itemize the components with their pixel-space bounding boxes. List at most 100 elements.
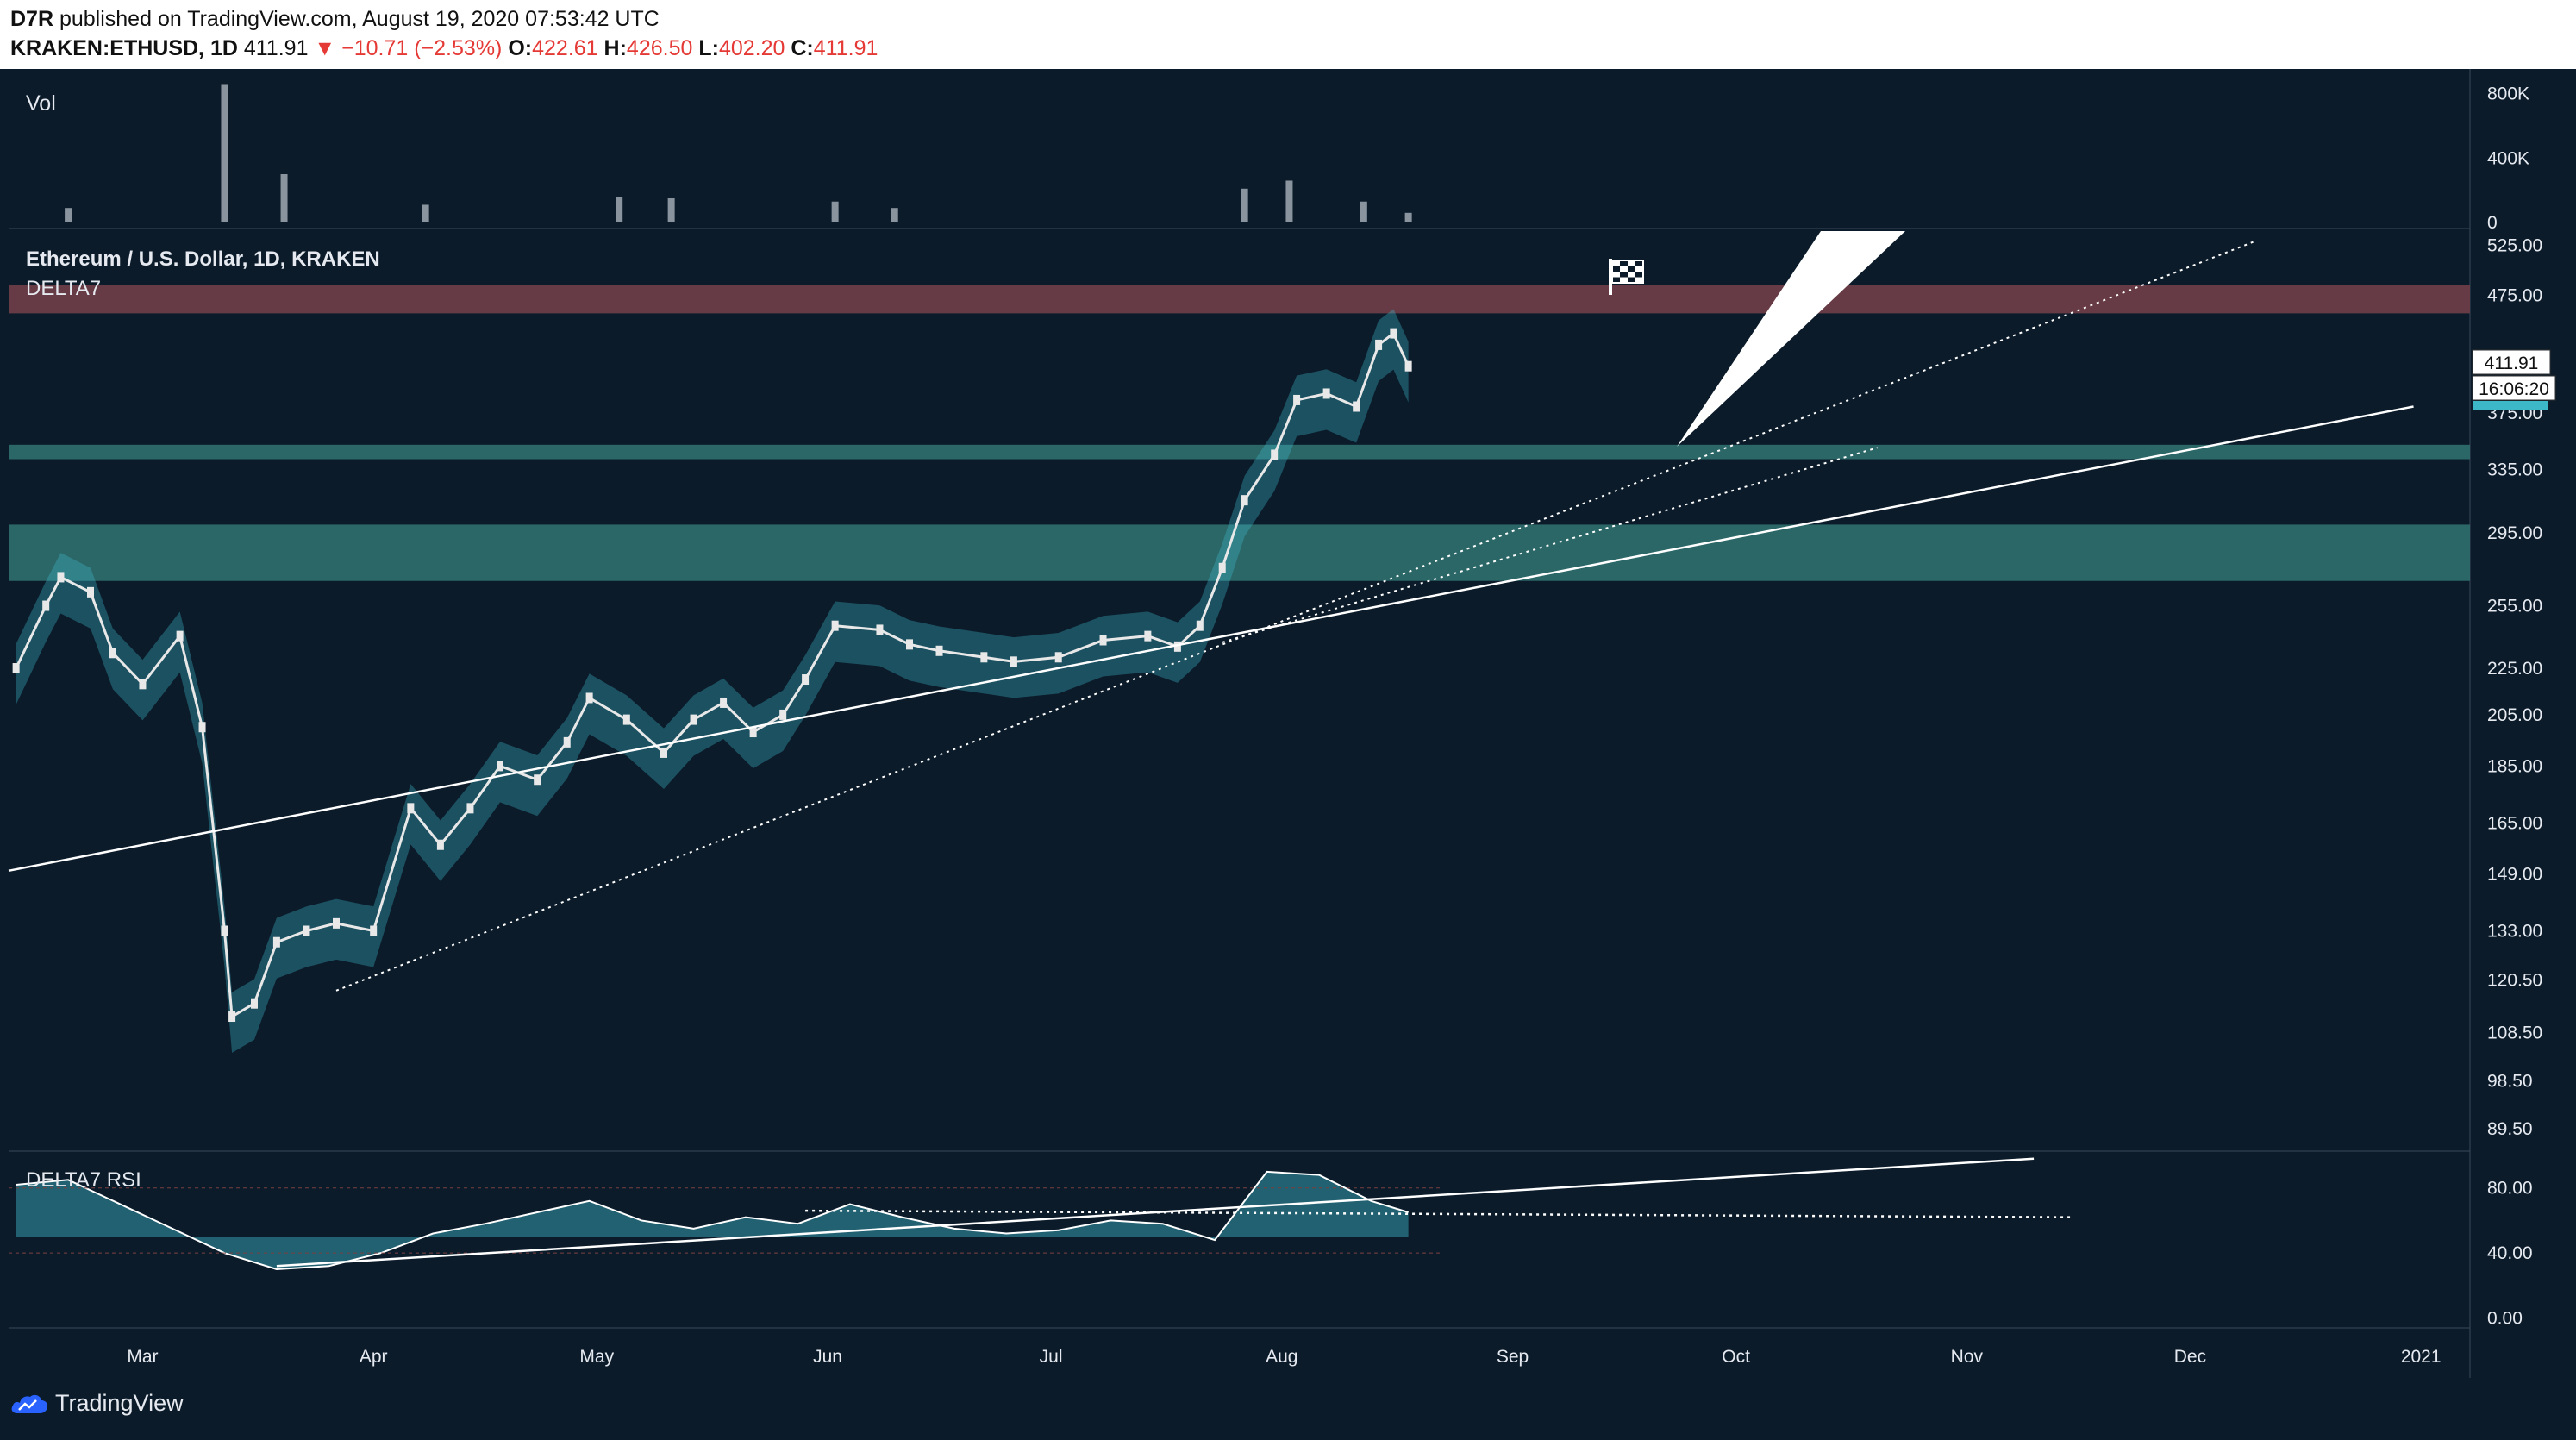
price-axis-tick: 149.00 <box>2487 865 2542 885</box>
price-candle <box>1353 401 1360 412</box>
price-axis-tick: 98.50 <box>2487 1071 2533 1091</box>
trendline-dotted-upper[interactable] <box>335 239 2258 992</box>
publish-text: published on TradingView.com, August 19,… <box>53 7 660 31</box>
zone-support-teal-upper <box>9 444 2470 460</box>
author-name[interactable]: D7R <box>10 7 54 31</box>
price-candle <box>228 1011 236 1023</box>
price-axis-tick: 133.00 <box>2487 921 2542 941</box>
tradingview-cloud-icon <box>11 1394 48 1413</box>
volume-bar <box>65 208 72 222</box>
price-candle <box>1241 495 1248 506</box>
price-candle <box>876 624 884 635</box>
rsi-axis-tick: 0.00 <box>2487 1309 2523 1329</box>
close-label: C: <box>791 36 814 60</box>
trendlines[interactable] <box>8 239 2414 1268</box>
price-candle <box>1218 562 1226 573</box>
time-axis-tick: Jun <box>813 1347 842 1367</box>
rsi-axis-tick: 80.00 <box>2487 1179 2533 1199</box>
time-axis[interactable]: Mar Apr May Jun Jul Aug Sep Oct Nov Dec 2021 <box>127 1347 2441 1367</box>
price-candle <box>802 674 810 686</box>
volume-bar <box>831 201 839 222</box>
price-candle <box>1390 328 1397 339</box>
price-candle <box>407 803 415 814</box>
price-candle <box>660 747 667 758</box>
price-candle <box>1144 630 1152 642</box>
price-axis-tick: 525.00 <box>2487 235 2542 255</box>
price-candle <box>1010 656 1017 667</box>
volume-pane-label: Vol <box>26 91 56 116</box>
last-price-badge: 411.91 16:06:20 <box>2472 349 2556 410</box>
price-axis-tick: 89.50 <box>2487 1119 2533 1139</box>
last-price-badge-value: 411.91 <box>2485 354 2539 373</box>
price-candle <box>12 663 20 674</box>
price-candle <box>831 620 839 631</box>
price-axis-tick: 255.00 <box>2487 597 2542 617</box>
open-label: O: <box>508 36 533 60</box>
footer-brand: TradingView <box>55 1390 184 1416</box>
header-bar: D7R published on TradingView.com, August… <box>0 0 2576 69</box>
time-axis-tick: May <box>579 1347 614 1367</box>
volume-bar <box>667 198 675 222</box>
price-candle <box>42 600 50 611</box>
trendline-solid[interactable] <box>8 405 2414 873</box>
flag-icon[interactable] <box>1609 259 1644 295</box>
price-candle <box>466 803 474 814</box>
volume-bars <box>65 84 1412 222</box>
price-zones <box>9 285 2470 581</box>
rsi-series <box>9 1170 1440 1271</box>
price-candle <box>251 998 258 1009</box>
price-candle <box>436 839 444 850</box>
price-candle <box>1404 360 1412 372</box>
time-axis-tick: Mar <box>127 1347 158 1367</box>
price-candle <box>497 761 503 772</box>
price-candle <box>1271 449 1279 460</box>
volume-bar <box>1404 212 1412 222</box>
volume-bar <box>280 174 288 222</box>
price-candle <box>1099 635 1107 646</box>
countdown-value: 16:06:20 <box>2479 379 2549 399</box>
time-axis-tick: Jul <box>1040 1347 1063 1367</box>
low-label: L: <box>698 36 719 60</box>
price-axis-tick: 475.00 <box>2487 285 2542 305</box>
price-candle <box>221 925 228 936</box>
rsi-trendline[interactable] <box>276 1157 2035 1268</box>
chart-canvas[interactable]: 800K400K0525.00475.00375.00335.00295.002… <box>0 69 2576 1378</box>
price-candle <box>1173 641 1181 652</box>
price-candle <box>1054 652 1062 663</box>
high-value: 426.50 <box>626 36 693 60</box>
symbol-label[interactable]: KRAKEN:ETHUSD, 1D <box>10 36 238 60</box>
arrow-wedge-drawing[interactable] <box>1677 231 1905 447</box>
footer-bar <box>0 1378 2576 1440</box>
volume-bar <box>1360 201 1367 222</box>
volume-bar <box>891 208 898 222</box>
price-axis-tick: 165.00 <box>2487 814 2542 834</box>
price-axis-tick: 120.50 <box>2487 971 2542 991</box>
price-axis-tick: 185.00 <box>2487 756 2542 776</box>
volume-axis-tick: 800K <box>2487 85 2529 104</box>
volume-axis-tick: 0 <box>2487 213 2498 233</box>
price-axis-tick: 335.00 <box>2487 460 2542 480</box>
price-candle <box>622 714 630 725</box>
rsi-pane-label: DELTA7 RSI <box>26 1168 141 1192</box>
tradingview-logo[interactable]: TradingView <box>10 1390 184 1417</box>
price-axis-tick: 205.00 <box>2487 705 2542 725</box>
close-value: 411.91 <box>813 36 878 60</box>
time-axis-tick: Nov <box>1951 1347 1984 1367</box>
price-candle <box>303 925 310 936</box>
indicator-label: DELTA7 <box>26 277 101 300</box>
price-candle <box>87 586 94 598</box>
zone-support-teal-lower <box>9 524 2470 581</box>
price-candle <box>57 572 65 583</box>
price-series <box>12 309 1412 1054</box>
main-chart-title: Ethereum / U.S. Dollar, 1D, KRAKEN <box>26 247 380 271</box>
price-candle <box>1196 620 1204 631</box>
price-candle <box>176 630 184 642</box>
price-candle <box>1293 394 1301 405</box>
price-candle <box>906 639 913 650</box>
rsi-line <box>16 1170 1409 1271</box>
price-axis-tick: 108.50 <box>2487 1023 2542 1042</box>
open-value: 422.61 <box>532 36 598 60</box>
high-label: H: <box>603 36 627 60</box>
price-axis-tick: 225.00 <box>2487 659 2542 679</box>
volume-bar <box>1241 188 1248 222</box>
